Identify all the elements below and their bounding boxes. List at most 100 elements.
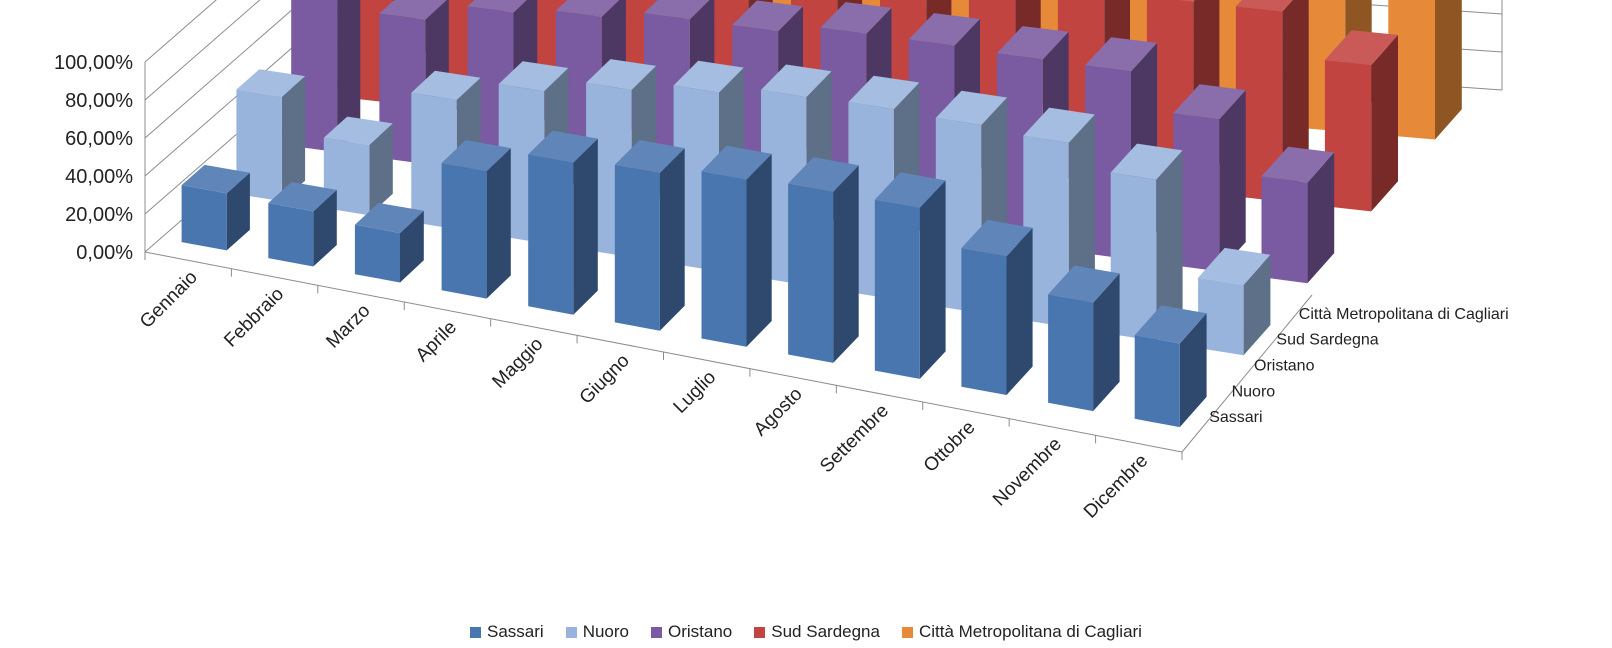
legend-swatch-oristano [651,626,663,638]
bar-top [467,0,527,13]
gridline [144,0,305,139]
category-label-agosto: Agosto [750,384,807,441]
bar-top [1173,84,1246,120]
y-tick-label: 100,00% [54,52,133,74]
bar-top [874,172,946,208]
bar-side [1307,152,1335,284]
bar-front [268,203,314,267]
bar-sud-sardegna-dicembre [1324,30,1398,212]
bar-sassari-aprile [441,140,511,299]
bar-side [369,123,393,216]
category-label-novembre: Novembre [989,434,1066,511]
legend-swatch-sassari [470,626,482,638]
bar-front [1048,294,1094,412]
y-tick-label: 80,00% [65,90,133,112]
bar-citta-metropolitana-di-cagliari-dicembre [1388,0,1462,140]
bar-side [919,180,946,379]
legend-label-oristano: Oristano [668,622,733,641]
bar-top [1110,143,1183,180]
y-tick-label: 60,00% [65,128,133,150]
bar-sassari-maggio [528,130,598,315]
bar-sassari-ottobre [961,219,1033,395]
bar-top [732,0,803,32]
bar-sassari-agosto [788,157,859,363]
category-label-aprile: Aprile [412,317,461,366]
bar-front [614,164,660,331]
category-label-marzo: Marzo [322,300,374,352]
bar-top [908,13,980,46]
bar-side [313,189,337,267]
bar-top [586,59,657,90]
bar-front [1173,113,1220,272]
y-tick-label: 0,00% [76,242,133,264]
bar-top [1048,265,1120,303]
bar-nuoro-dicembre [1198,247,1271,356]
bar-top [1235,0,1293,12]
legend-item-sassari: Sassari [470,622,544,642]
bar-side [226,172,250,251]
legend-swatch-sud-sardegna [754,626,766,638]
bar-top [644,0,710,20]
bar-side [573,138,598,315]
bar-front [354,224,400,283]
category-label-maggio: Maggio [488,334,547,393]
legend-item-nuoro: Nuoro [565,622,630,642]
legend-label-nuoro: Nuoro [582,622,630,641]
bar-front [1023,135,1069,328]
bar-side [400,210,424,283]
bar-side [1243,254,1271,356]
bar-sassari-luglio [701,145,772,347]
depth-label-sud-sardegna: Sud Sardegna [1276,332,1378,349]
legend-swatch-nuoro [565,626,577,638]
y-tick-label: 40,00% [65,166,133,188]
bar-top [1324,30,1398,66]
bar-front [181,185,227,251]
bar-top [701,145,772,180]
bar-top [1261,146,1335,183]
bar-top [379,0,447,20]
bars [181,0,1462,428]
bar-side [1006,227,1033,395]
bar-front [1235,6,1283,202]
bar-front [1388,0,1435,140]
gridline [144,0,261,101]
bar-sassari-dicembre [1134,305,1207,428]
depth-label-oristano: Oristano [1254,358,1315,375]
bar-side [1219,90,1246,272]
depth-label-nuoro: Nuoro [1232,383,1276,400]
bar-side [1093,273,1120,412]
legend-label-sud-sardegna: Sud Sardegna [771,622,880,641]
bar-front [701,171,747,347]
bar-top [181,164,250,194]
bar-top [935,90,1008,126]
category-label-giugno: Giugno [576,350,634,408]
bar-oristano-novembre [1173,84,1246,272]
bar-sassari-marzo [354,202,424,283]
bar-side [281,76,306,202]
bar-top [788,157,859,192]
bar-top [441,140,511,172]
bar-sassari-giugno [614,140,685,331]
bar-front [788,183,834,363]
gridline [144,0,1503,177]
bar-sassari-settembre [874,172,946,379]
y-tick-label: 20,00% [65,204,133,226]
bar-side [746,153,772,347]
bar-top [848,75,920,110]
bar-top [1134,305,1207,344]
bar-front [1198,277,1244,356]
bar-top [411,70,481,100]
bar-sassari-febbraio [268,182,337,267]
bar-side [1179,313,1207,428]
bar-top [1085,37,1158,72]
bar-top [1198,247,1271,285]
bar-top [528,130,598,163]
bar-top [354,202,424,234]
category-label-dicembre: Dicembre [1080,450,1152,522]
bar-front [1134,335,1180,428]
chart-legend: Sassari Nuoro Oristano Sud Sardegna Citt… [0,622,1612,642]
bar-top [961,219,1033,257]
bar-top [268,182,337,212]
bar-top [673,60,744,93]
